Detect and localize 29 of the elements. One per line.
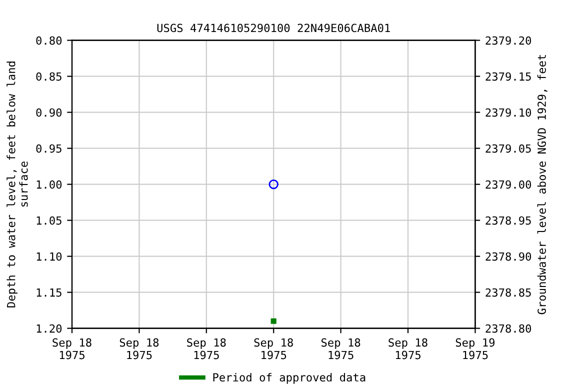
x-tick-label: Sep 18 1975 (388, 338, 428, 360)
y-tick-label: 1.20 (36, 324, 62, 333)
y2-tick-label: 2378.85 (486, 288, 531, 297)
x-tick-label: Sep 18 1975 (52, 338, 92, 360)
y2-tick-label: 2379.20 (486, 36, 532, 45)
y-tick-label: 0.90 (36, 108, 62, 117)
y-tick-label: 1.05 (36, 216, 62, 225)
y2-tick-label: 2378.95 (486, 216, 531, 225)
y2-tick-label: 2379.00 (486, 180, 532, 189)
y-tick-label: 1.10 (36, 252, 62, 261)
y2-tick-label: 2379.10 (486, 108, 532, 117)
y2-tick-label: 2378.90 (486, 252, 532, 261)
x-tick-label: Sep 18 1975 (187, 338, 226, 360)
x-tick-label: Sep 18 1975 (321, 338, 360, 360)
x-tick-label: Sep 18 1975 (120, 338, 159, 360)
y-tick-label: 1.00 (36, 180, 62, 189)
x-tick-label: Sep 18 1975 (254, 338, 293, 360)
y2-tick-label: 2378.80 (486, 324, 532, 333)
y-axis-title: Depth to water level, feet below land surface (6, 62, 28, 308)
y-tick-label: 1.15 (36, 288, 62, 297)
legend-label: Period of approved data (213, 372, 366, 384)
y-tick-label: 0.80 (36, 36, 62, 45)
y2-tick-label: 2379.15 (486, 72, 531, 81)
chart-title: USGS 474146105290100 22N49E06CABA01 (157, 24, 390, 32)
y-tick-label: 0.95 (36, 144, 62, 153)
y2-axis-title: Groundwater level above NGVD 1929, feet (537, 54, 548, 314)
x-tick-label: Sep 19 1975 (456, 338, 495, 360)
y2-tick-label: 2379.05 (486, 144, 531, 153)
y-tick-label: 0.85 (36, 72, 62, 81)
